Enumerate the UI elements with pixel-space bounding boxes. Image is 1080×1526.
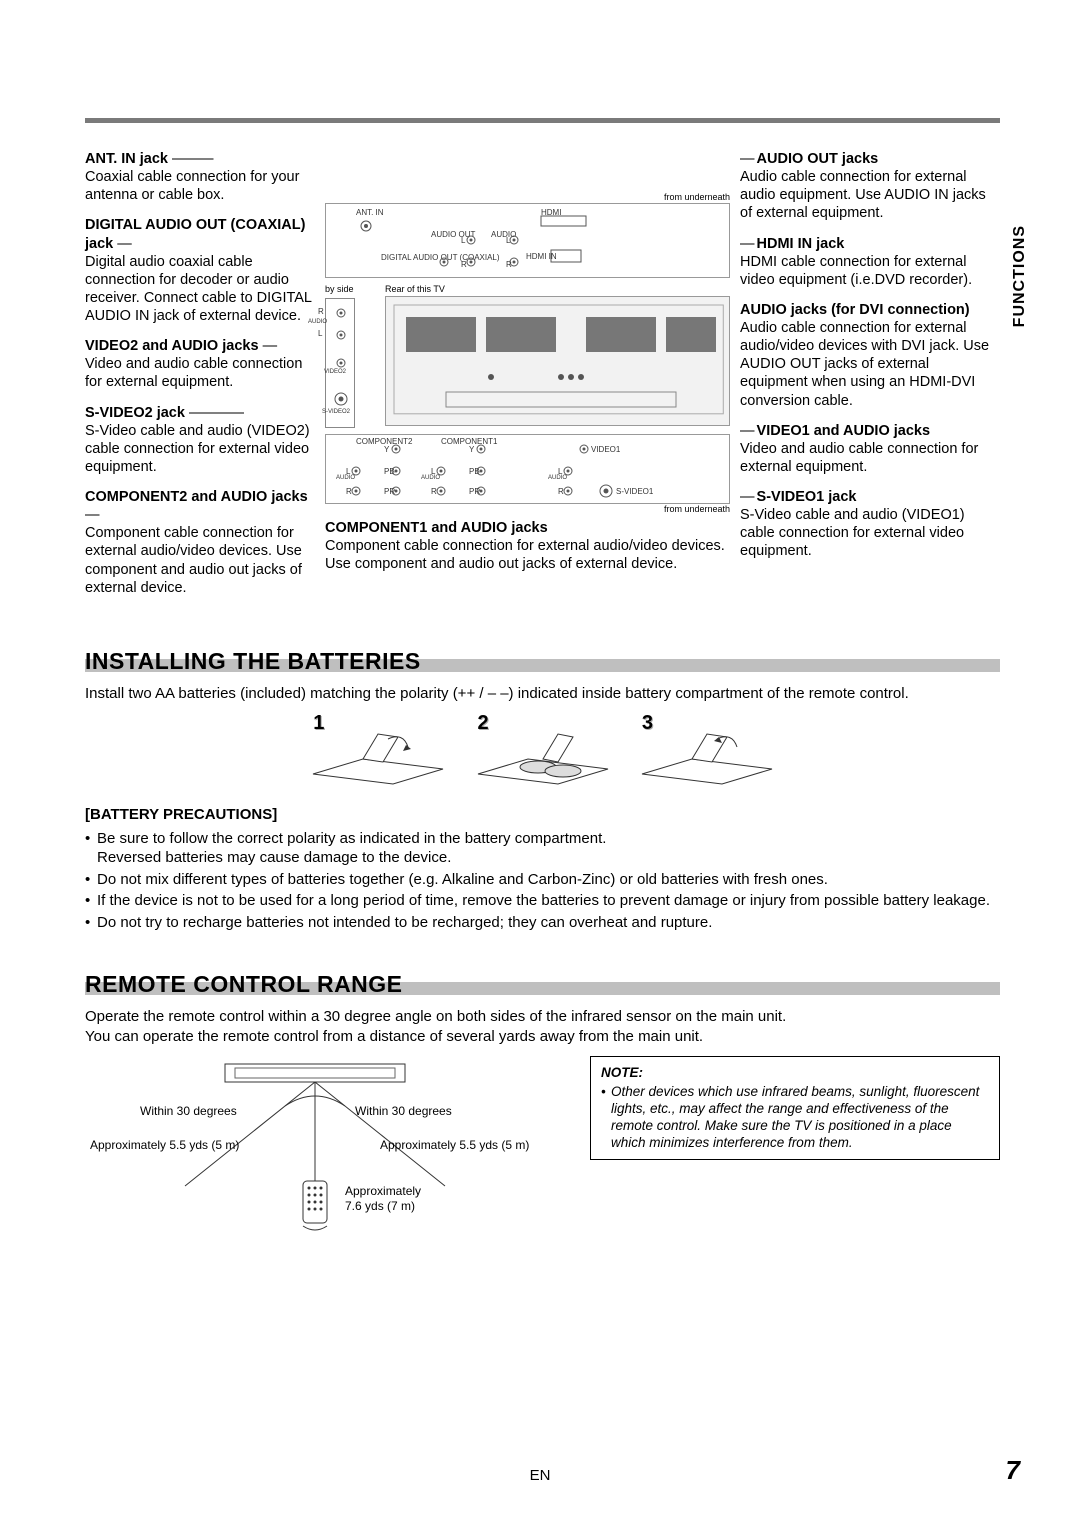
bottom-panel-svg	[326, 435, 729, 503]
video1-desc: Video and audio cable connection for ext…	[740, 441, 978, 475]
audio-dvi-title: AUDIO jacks (for DVI connection)	[740, 302, 970, 318]
battery-step-1: 1	[303, 711, 453, 786]
remote-intro-a: Operate the remote control within a 30 d…	[85, 1007, 1000, 1027]
video2-title: VIDEO2 and AUDIO jacks	[85, 338, 259, 354]
ant-in-block: ANT. IN jack ——— Coaxial cable connectio…	[85, 150, 315, 204]
within-30-left: Within 30 degrees	[140, 1104, 237, 1119]
rear-panel	[385, 296, 730, 426]
component1-desc: Component cable connection for external …	[325, 538, 725, 572]
precautions-title: [BATTERY PRECAUTIONS]	[85, 806, 1000, 825]
from-underneath-bottom: from underneath	[325, 504, 730, 515]
installing-intro: Install two AA batteries (included) matc…	[85, 684, 1000, 704]
by-side-label: by side	[325, 284, 354, 294]
ant-in-desc: Coaxial cable connection for your antenn…	[85, 169, 299, 203]
remote-heading: REMOTE CONTROL RANGE	[85, 970, 1000, 999]
component1-title: COMPONENT1 and AUDIO jacks	[325, 520, 548, 536]
approx-side-left: Approximately 5.5 yds (5 m)	[90, 1138, 239, 1153]
svideo1-block: — S-VIDEO1 jack S-Video cable and audio …	[740, 488, 1000, 561]
side-audio: AUDIO	[308, 319, 327, 327]
component2-desc: Component cable connection for external …	[85, 525, 302, 595]
precaution-1: Be sure to follow the correct polarity a…	[85, 829, 1000, 868]
digital-audio-block: DIGITAL AUDIO OUT (COAXIAL) jack — Digit…	[85, 216, 315, 325]
svideo2-block: S-VIDEO2 jack ———— S-Video cable and aud…	[85, 404, 315, 477]
side-panel-wrap: by side R AUDIO L VIDEO2 S-VIDEO2	[325, 284, 375, 427]
audio-dvi-block: AUDIO jacks (for DVI connection) Audio c…	[740, 301, 1000, 410]
video2-desc: Video and audio cable connection for ext…	[85, 356, 302, 390]
top-connector-panel: ANT. IN HDMI AUDIO OUT AUDIO L L HDMI IN…	[325, 203, 730, 278]
audio-out-block: — AUDIO OUT jacks Audio cable connection…	[740, 150, 1000, 223]
battery-step-3: 3	[632, 711, 782, 786]
from-underneath-top: from underneath	[325, 192, 730, 203]
audio-out-desc: Audio cable connection for external audi…	[740, 169, 986, 221]
battery-steps: 1 2 3	[85, 711, 1000, 786]
remote-intro-b: You can operate the remote control from …	[85, 1027, 1000, 1047]
top-panel-svg	[326, 204, 729, 277]
installing-heading: INSTALLING THE BATTERIES	[85, 647, 1000, 676]
approx-front-a: Approximately	[345, 1184, 421, 1199]
precaution-1-main: Be sure to follow the correct polarity a…	[97, 830, 606, 847]
precautions-list: Be sure to follow the correct polarity a…	[85, 829, 1000, 933]
rear-panel-svg	[386, 297, 729, 425]
battery-svg-2	[468, 729, 618, 789]
within-30-right: Within 30 degrees	[355, 1104, 452, 1119]
battery-svg-1	[303, 729, 453, 789]
page-number: 7	[1006, 1454, 1020, 1487]
video1-block: — VIDEO1 and AUDIO jacks Video and audio…	[740, 422, 1000, 476]
side-tab-functions: FUNCTIONS	[1010, 225, 1030, 327]
digital-audio-desc: Digital audio coaxial cable connection f…	[85, 254, 311, 324]
side-r: R	[318, 307, 324, 317]
side-l: L	[318, 329, 322, 339]
video2-block: VIDEO2 and AUDIO jacks — Video and audio…	[85, 337, 315, 391]
ant-in-title: ANT. IN jack	[85, 151, 168, 167]
center-diagram-column: from underneath ANT. IN HDMI AUDIO OUT A…	[325, 150, 730, 609]
page-lang: EN	[530, 1467, 551, 1486]
precaution-2: Do not mix different types of batteries …	[85, 870, 1000, 890]
hdmi-in-title: HDMI IN jack	[757, 236, 845, 252]
left-jack-column: ANT. IN jack ——— Coaxial cable connectio…	[85, 150, 315, 609]
svideo1-title: S-VIDEO1 jack	[757, 489, 857, 505]
video1-title: VIDEO1 and AUDIO jacks	[757, 423, 931, 439]
approx-side-right: Approximately 5.5 yds (5 m)	[380, 1138, 529, 1153]
right-jack-column: — AUDIO OUT jacks Audio cable connection…	[740, 150, 1000, 609]
hdmi-in-desc: HDMI cable connection for external video…	[740, 254, 972, 288]
side-svideo2: S-VIDEO2	[322, 409, 350, 417]
audio-dvi-desc: Audio cable connection for external audi…	[740, 320, 989, 409]
rear-panel-wrap: Rear of this TV	[385, 284, 730, 427]
precaution-4: Do not try to recharge batteries not int…	[85, 913, 1000, 933]
svideo2-title: S-VIDEO2 jack	[85, 405, 185, 421]
side-panel: R AUDIO L VIDEO2 S-VIDEO2	[325, 298, 355, 428]
top-rule	[85, 118, 1000, 123]
battery-step-2: 2	[468, 711, 618, 786]
svideo2-desc: S-Video cable and audio (VIDEO2) cable c…	[85, 423, 310, 475]
svideo1-desc: S-Video cable and audio (VIDEO1) cable c…	[740, 507, 965, 559]
battery-svg-3	[632, 729, 782, 789]
remote-diagram: Within 30 degrees Within 30 degrees Appr…	[85, 1056, 570, 1236]
component2-block: COMPONENT2 and AUDIO jacks — Component c…	[85, 488, 315, 597]
component2-title: COMPONENT2 and AUDIO jacks	[85, 489, 308, 505]
precaution-3: If the device is not to be used for a lo…	[85, 891, 1000, 911]
component1-block: COMPONENT1 and AUDIO jacks Component cab…	[325, 519, 730, 573]
note-box: NOTE: Other devices which use infrared b…	[590, 1056, 1000, 1160]
note-item: Other devices which use infrared beams, …	[601, 1084, 989, 1152]
approx-front-b: 7.6 yds (7 m)	[345, 1199, 415, 1214]
rear-label: Rear of this TV	[385, 284, 730, 295]
jack-descriptions: ANT. IN jack ——— Coaxial cable connectio…	[85, 150, 1000, 1236]
side-video2: VIDEO2	[324, 369, 346, 377]
hdmi-in-block: — HDMI IN jack HDMI cable connection for…	[740, 235, 1000, 289]
precaution-1-sub: Reversed batteries may cause damage to t…	[97, 849, 451, 866]
audio-out-title: AUDIO OUT jacks	[757, 151, 879, 167]
note-list: Other devices which use infrared beams, …	[601, 1084, 989, 1152]
bottom-connector-panel: COMPONENT2 COMPONENT1 Y Y VIDEO1 PB PB L…	[325, 434, 730, 504]
note-title: NOTE:	[601, 1065, 989, 1082]
